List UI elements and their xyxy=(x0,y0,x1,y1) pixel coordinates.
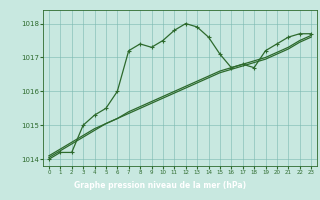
Text: Graphe pression niveau de la mer (hPa): Graphe pression niveau de la mer (hPa) xyxy=(74,182,246,190)
